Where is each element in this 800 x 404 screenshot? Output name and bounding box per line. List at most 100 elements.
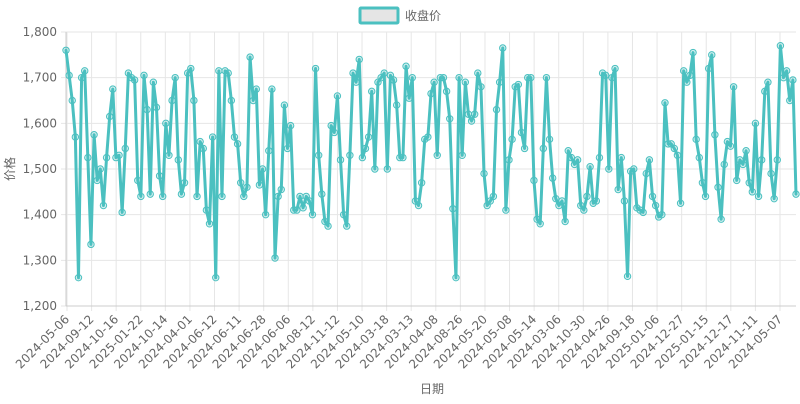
- data-point[interactable]: [152, 103, 161, 112]
- data-point[interactable]: [299, 204, 307, 212]
- data-point[interactable]: [514, 80, 523, 89]
- data-point[interactable]: [605, 165, 613, 173]
- data-point[interactable]: [661, 99, 669, 107]
- data-point[interactable]: [536, 220, 544, 228]
- data-point[interactable]: [380, 69, 388, 77]
- data-point[interactable]: [349, 69, 357, 77]
- data-point[interactable]: [739, 160, 747, 169]
- data-point[interactable]: [630, 165, 638, 173]
- data-point[interactable]: [573, 156, 582, 164]
- data-point[interactable]: [708, 51, 716, 59]
- data-point[interactable]: [277, 185, 285, 194]
- data-point[interactable]: [336, 156, 345, 164]
- data-point[interactable]: [676, 199, 685, 207]
- data-point[interactable]: [352, 78, 360, 86]
- data-point[interactable]: [99, 201, 108, 210]
- data-point[interactable]: [689, 48, 697, 57]
- data-point[interactable]: [474, 69, 482, 77]
- data-point[interactable]: [274, 192, 282, 201]
- data-point[interactable]: [109, 85, 117, 93]
- data-point[interactable]: [249, 96, 257, 105]
- data-point[interactable]: [583, 192, 591, 201]
- data-point[interactable]: [230, 133, 239, 141]
- data-point[interactable]: [446, 115, 454, 123]
- data-point[interactable]: [324, 222, 332, 230]
- data-point[interactable]: [789, 76, 797, 84]
- data-point[interactable]: [311, 64, 320, 73]
- data-point[interactable]: [686, 71, 694, 80]
- data-point[interactable]: [776, 42, 785, 50]
- data-point[interactable]: [458, 151, 466, 160]
- data-point[interactable]: [764, 78, 772, 86]
- data-point[interactable]: [580, 206, 588, 214]
- data-point[interactable]: [339, 210, 348, 219]
- data-point[interactable]: [68, 96, 76, 105]
- data-point[interactable]: [102, 153, 111, 162]
- data-point[interactable]: [187, 64, 195, 73]
- data-point[interactable]: [586, 163, 594, 171]
- data-point[interactable]: [717, 215, 725, 223]
- data-point[interactable]: [620, 197, 629, 205]
- data-point[interactable]: [402, 62, 410, 70]
- data-point[interactable]: [212, 273, 220, 282]
- data-point[interactable]: [237, 179, 245, 187]
- data-point[interactable]: [455, 73, 463, 82]
- data-point[interactable]: [477, 83, 485, 91]
- data-point[interactable]: [343, 222, 351, 230]
- data-point[interactable]: [318, 190, 326, 198]
- data-point[interactable]: [130, 76, 139, 84]
- data-point[interactable]: [639, 208, 647, 217]
- data-point[interactable]: [255, 181, 264, 189]
- data-point[interactable]: [162, 119, 170, 128]
- data-point[interactable]: [567, 153, 576, 162]
- data-point[interactable]: [252, 85, 260, 93]
- data-point[interactable]: [314, 151, 323, 160]
- data-point[interactable]: [105, 112, 114, 121]
- data-point[interactable]: [645, 156, 654, 164]
- data-point[interactable]: [539, 144, 548, 153]
- data-point[interactable]: [368, 87, 376, 96]
- data-point[interactable]: [240, 192, 248, 201]
- data-point[interactable]: [327, 121, 335, 130]
- data-point[interactable]: [508, 135, 516, 144]
- data-point[interactable]: [149, 78, 158, 86]
- data-point[interactable]: [392, 101, 401, 109]
- data-point[interactable]: [140, 71, 148, 80]
- data-point[interactable]: [193, 192, 201, 201]
- data-point[interactable]: [439, 73, 448, 82]
- data-point[interactable]: [608, 73, 616, 82]
- data-point[interactable]: [93, 176, 101, 185]
- data-point[interactable]: [492, 105, 501, 114]
- data-point[interactable]: [408, 73, 416, 82]
- data-point[interactable]: [371, 165, 379, 173]
- data-point[interactable]: [84, 153, 92, 162]
- data-point[interactable]: [261, 210, 270, 219]
- data-point[interactable]: [243, 183, 251, 191]
- data-point[interactable]: [520, 144, 529, 153]
- data-point[interactable]: [720, 160, 728, 169]
- data-point[interactable]: [548, 174, 557, 182]
- data-point[interactable]: [159, 192, 167, 201]
- data-point[interactable]: [430, 78, 438, 86]
- data-point[interactable]: [218, 192, 226, 201]
- data-point[interactable]: [748, 188, 757, 196]
- data-point[interactable]: [726, 142, 735, 150]
- data-point[interactable]: [530, 176, 538, 185]
- data-point[interactable]: [595, 153, 604, 162]
- data-point[interactable]: [617, 153, 625, 162]
- data-point[interactable]: [754, 192, 763, 201]
- data-point[interactable]: [517, 128, 526, 137]
- data-point[interactable]: [701, 192, 710, 201]
- data-point[interactable]: [452, 273, 460, 282]
- data-point[interactable]: [205, 220, 214, 228]
- data-point[interactable]: [168, 96, 176, 105]
- data-point[interactable]: [155, 172, 164, 180]
- data-point[interactable]: [614, 185, 622, 194]
- data-point[interactable]: [489, 192, 498, 201]
- data-point[interactable]: [199, 144, 207, 153]
- data-point[interactable]: [698, 179, 707, 187]
- data-point[interactable]: [280, 101, 289, 109]
- data-point[interactable]: [761, 87, 769, 96]
- data-point[interactable]: [180, 179, 189, 187]
- data-point[interactable]: [355, 55, 363, 64]
